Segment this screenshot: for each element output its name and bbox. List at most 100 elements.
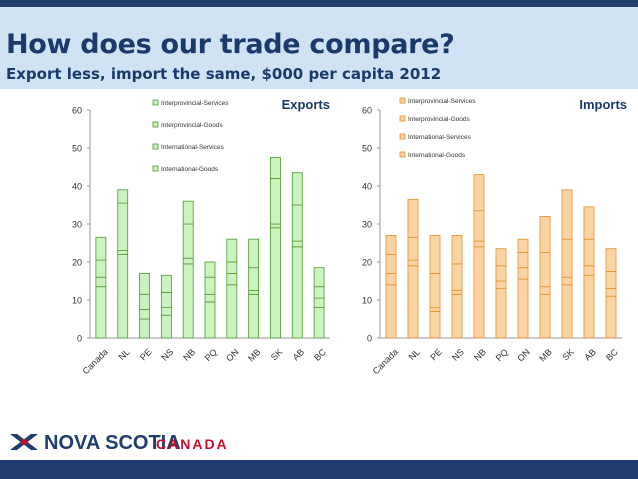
bar-segment-nb-interprovincial-goods xyxy=(473,210,485,242)
legend-label-interprovincial-services: Interprovincial-Services xyxy=(408,98,476,105)
bar-segment-nb-international-goods xyxy=(182,263,194,339)
y-tick-label: 40 xyxy=(72,182,82,192)
bar-segment-on-international-goods xyxy=(226,284,238,339)
top-bar xyxy=(0,0,638,7)
bar-segment-sk-international-services xyxy=(270,223,281,229)
bar-segment-canada-interprovincial-goods xyxy=(95,259,107,278)
bar-segment-pq-interprovincial-goods xyxy=(495,265,507,282)
y-tick-label: 30 xyxy=(362,220,372,230)
bar-segment-canada-international-services xyxy=(385,272,397,286)
x-tick-label-sk: SK xyxy=(560,347,576,363)
x-tick-label-bc: BC xyxy=(312,347,328,363)
bar-segment-nl-international-services xyxy=(407,259,419,267)
bar-segment-ns-international-goods xyxy=(451,293,463,339)
bar-segment-canada-international-goods xyxy=(385,284,397,339)
bar-segment-on-international-services xyxy=(517,267,529,280)
legend-swatch xyxy=(152,99,159,106)
legend-label-international-services: International-Services xyxy=(161,144,225,151)
legend-swatch xyxy=(399,115,406,122)
chart-title: Exports xyxy=(282,97,330,112)
y-tick-label: 50 xyxy=(72,144,82,154)
x-tick-label-mb: MB xyxy=(246,347,263,364)
slide-title: How does our trade compare? xyxy=(6,29,455,60)
bar-segment-sk-international-goods xyxy=(270,227,281,339)
bar-segment-mb-international-goods xyxy=(539,293,551,339)
exports-chart: 0 10 20 30 40 50 60 Canada NL PE NS NB PQ ON MB SK AB BC I… xyxy=(72,97,330,376)
bar-segment-pq-interprovincial-services xyxy=(495,248,507,267)
legend-label-interprovincial-services: Interprovincial-Services xyxy=(161,100,229,107)
x-tick-label-on: ON xyxy=(224,347,241,364)
slide-header: How does our trade compare? Export less,… xyxy=(0,7,638,89)
bar-segment-pe-interprovincial-services xyxy=(139,272,150,295)
x-tick-label-pq: PQ xyxy=(494,347,510,363)
legend-label-international-services: International-Services xyxy=(408,134,472,141)
chart-title: Imports xyxy=(579,97,627,112)
imports-chart: 0 10 20 30 40 50 60 Canada NL PE NS NB PQ ON MB SK AB BC I… xyxy=(362,97,627,376)
bar-segment-on-interprovincial-goods xyxy=(517,252,529,269)
x-tick-label-ab: AB xyxy=(582,347,598,363)
bar-segment-ns-international-services xyxy=(451,290,463,295)
bar-segment-ab-international-goods xyxy=(583,274,595,339)
y-tick-label: 50 xyxy=(362,144,372,154)
bar-segment-ab-interprovincial-goods xyxy=(291,204,303,242)
bar-segment-nb-international-goods xyxy=(473,246,485,339)
legend-label-interprovincial-goods: Interprovincial-Goods xyxy=(408,116,471,123)
bar-segment-mb-international-services xyxy=(248,290,260,295)
legend-swatch xyxy=(399,151,406,158)
bar-segment-mb-interprovincial-goods xyxy=(248,267,260,291)
slide-subtitle: Export less, import the same, $000 per c… xyxy=(6,65,442,83)
bar-segment-ab-international-services xyxy=(291,240,303,248)
y-tick-label: 10 xyxy=(72,296,82,306)
x-tick-label-pq: PQ xyxy=(203,347,219,363)
bar-segment-ns-international-services xyxy=(160,307,172,316)
bar-segment-ns-interprovincial-services xyxy=(451,234,463,265)
x-tick-label-pe: PE xyxy=(138,347,154,363)
bar-segment-sk-interprovincial-goods xyxy=(561,238,573,278)
x-tick-label-nl: NL xyxy=(116,347,131,362)
legend-swatch xyxy=(152,121,159,128)
bottom-bar xyxy=(0,460,638,479)
x-tick-label-canada: Canada xyxy=(371,347,400,376)
legend-label-international-goods: International-Goods xyxy=(161,166,219,173)
bar-segment-bc-international-goods xyxy=(605,295,617,339)
bar-segment-pq-interprovincial-services xyxy=(204,261,216,278)
bar-segment-sk-international-services xyxy=(561,276,573,286)
bar-segment-ns-interprovincial-goods xyxy=(160,291,172,308)
legend-swatch xyxy=(399,133,406,140)
x-tick-label-sk: SK xyxy=(269,347,285,363)
bar-segment-canada-international-goods xyxy=(95,286,107,339)
logo-name: NOVA SCOTIA xyxy=(44,432,181,454)
bar-segment-pe-international-goods xyxy=(139,318,150,339)
bar-segment-nl-international-goods xyxy=(407,265,419,339)
y-tick-label: 20 xyxy=(72,258,82,268)
bar-segment-mb-interprovincial-services xyxy=(248,238,260,269)
x-tick-label-on: ON xyxy=(515,347,532,364)
y-tick-label: 10 xyxy=(362,296,372,306)
x-tick-label-nb: NB xyxy=(472,347,488,363)
nova-scotia-logo: NOVA SCOTIA CANADA xyxy=(10,432,227,454)
bar-segment-bc-interprovincial-goods xyxy=(605,271,617,290)
x-tick-label-ns: NS xyxy=(159,347,175,363)
bar-segment-nb-interprovincial-services xyxy=(182,200,194,225)
bar-segment-nl-international-goods xyxy=(117,253,129,339)
bar-segment-mb-international-services xyxy=(539,286,551,295)
bar-segment-sk-interprovincial-services xyxy=(561,189,573,240)
bar-segment-mb-interprovincial-services xyxy=(539,216,551,253)
x-tick-label-pe: PE xyxy=(428,347,444,363)
bar-segment-ns-international-goods xyxy=(160,314,172,339)
bar-segment-mb-interprovincial-goods xyxy=(539,252,551,288)
bar-segment-pq-international-goods xyxy=(495,288,507,339)
x-tick-label-nl: NL xyxy=(407,347,422,362)
bar-segment-nl-interprovincial-goods xyxy=(407,236,419,261)
bar-segment-nl-interprovincial-services xyxy=(407,198,419,238)
bar-segment-nb-interprovincial-goods xyxy=(182,223,194,259)
bar-segment-bc-interprovincial-services xyxy=(605,248,617,272)
bar-segment-ab-interprovincial-services xyxy=(583,206,595,240)
bar-segment-pq-international-services xyxy=(204,293,216,303)
x-tick-label-mb: MB xyxy=(537,347,554,364)
bar-segment-canada-interprovincial-services xyxy=(385,234,397,255)
bar-segment-on-interprovincial-goods xyxy=(226,261,238,274)
bar-segment-on-interprovincial-services xyxy=(517,238,529,253)
bar-segment-nb-international-services xyxy=(473,240,485,248)
bar-segment-ab-international-services xyxy=(583,265,595,276)
